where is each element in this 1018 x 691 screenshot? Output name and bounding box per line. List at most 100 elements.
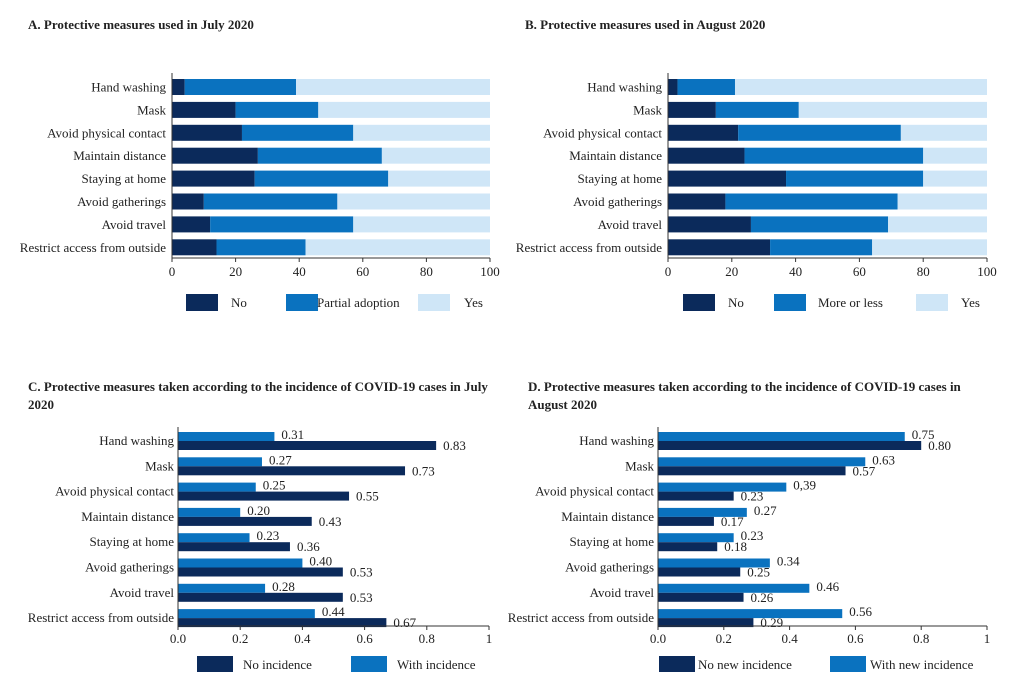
panel-b-bar-more-or-less-avoid-gatherings (725, 193, 898, 210)
panel-d-data-label-no-new-incidence-avoid-travel: 0.26 (751, 590, 774, 605)
panel-a-x-tick-label: 40 (293, 264, 306, 279)
panel-c-data-label-with-incidence-restrict-access-from-outside: 0.44 (322, 604, 345, 619)
panel-d-data-label-with-new-incidence-maintain-distance: 0.27 (754, 503, 777, 518)
panel-a-bar-yes-avoid-travel (353, 216, 490, 233)
panel-d-bar-no-new-incidence-restrict-access-from-outside (658, 618, 754, 628)
panel-d-bar-no-new-incidence-maintain-distance (658, 516, 714, 526)
panel-d-category-label-avoid-gatherings: Avoid gatherings (565, 560, 654, 575)
panel-a-bar-partial-adoption-mask (235, 101, 319, 118)
panel-b-bar-no-avoid-travel (668, 216, 751, 233)
panel-a-bar-no-avoid-travel (172, 216, 211, 233)
panel-b-x-tick-label: 20 (725, 264, 738, 279)
panel-d-bar-with-new-incidence-mask (658, 457, 866, 467)
panel-a-x-tick-label: 60 (356, 264, 369, 279)
panel-b-category-label-avoid-gatherings: Avoid gatherings (573, 194, 662, 209)
panel-c-data-label-with-incidence-avoid-physical-contact: 0.25 (263, 478, 286, 493)
panel-b-bar-yes-hand-washing (734, 79, 987, 95)
panel-b-category-label-avoid-travel: Avoid travel (598, 217, 663, 232)
panel-d-data-label-with-new-incidence-restrict-access-from-outside: 0.56 (849, 604, 872, 619)
panel-c-bar-no-incidence-restrict-access-from-outside (178, 618, 387, 628)
panel-a-bar-no-avoid-physical-contact (172, 124, 242, 141)
panel-c-legend-label-no-incidence: No incidence (243, 657, 312, 672)
panel-d-bar-with-new-incidence-hand-washing (658, 432, 905, 441)
panel-d-title: D. Protective measures taken according t… (528, 379, 961, 412)
panel-c-data-label-with-incidence-avoid-travel: 0.28 (272, 579, 295, 594)
panel-d-bar-no-new-incidence-avoid-travel (658, 592, 744, 602)
panel-d-category-label-hand-washing: Hand washing (579, 433, 654, 448)
panel-c-data-label-no-incidence-avoid-gatherings: 0.53 (350, 565, 373, 580)
panel-b-category-label-mask: Mask (633, 102, 662, 117)
panel-d-category-label-avoid-travel: Avoid travel (590, 585, 655, 600)
panel-d-category-label-mask: Mask (625, 458, 654, 473)
panel-a-bar-yes-avoid-physical-contact (353, 124, 490, 141)
panel-b-x-tick-label: 0 (665, 264, 672, 279)
panel-a-bar-partial-adoption-avoid-travel (210, 216, 354, 233)
panel-c-bar-with-incidence-avoid-travel (178, 583, 266, 593)
panel-b-bar-no-hand-washing (668, 79, 678, 95)
panel-c-category-label-staying-at-home: Staying at home (90, 534, 175, 549)
panel-c-bar-with-incidence-avoid-gatherings (178, 558, 303, 568)
panel-c-x-tick-label: 0.4 (294, 631, 311, 646)
panel-b-bar-yes-avoid-physical-contact (900, 124, 987, 141)
panel-c-category-label-mask: Mask (145, 458, 174, 473)
panel-a-x-tick-label: 20 (229, 264, 242, 279)
panel-c-x-tick-label: 1 (486, 631, 493, 646)
panel-d-bar-with-new-incidence-avoid-travel (658, 583, 810, 593)
panel-a-category-label-hand-washing: Hand washing (91, 80, 166, 95)
panel-c-bar-no-incidence-mask (178, 466, 406, 476)
panel-b-legend-swatch-more-or-less (774, 294, 806, 311)
panel-c-legend-swatch-no-incidence (197, 656, 233, 672)
panel-d-legend-swatch-with-new-incidence (830, 656, 866, 672)
panel-d-data-label-with-new-incidence-staying-at-home: 0.23 (741, 528, 764, 543)
panel-a-x-tick-label: 0 (169, 264, 176, 279)
panel-a-bar-yes-restrict-access-from-outside (305, 239, 490, 256)
panel-a-x-tick-label: 80 (420, 264, 433, 279)
panel-b-bar-yes-staying-at-home (923, 170, 987, 187)
panel-d-x-tick-label: 0.0 (650, 631, 666, 646)
panel-b-bar-yes-avoid-gatherings (897, 193, 987, 210)
panel-b-bar-no-restrict-access-from-outside (668, 239, 771, 256)
panel-c-category-label-maintain-distance: Maintain distance (81, 509, 174, 524)
panel-c-data-label-with-incidence-mask: 0.27 (269, 452, 292, 467)
panel-b-legend-label-more-or-less: More or less (818, 295, 883, 310)
panel-a-category-label-avoid-travel: Avoid travel (102, 217, 167, 232)
panel-c-category-label-avoid-physical-contact: Avoid physical contact (55, 484, 174, 499)
panel-c-category-label-avoid-travel: Avoid travel (110, 585, 175, 600)
panel-a-category-label-maintain-distance: Maintain distance (73, 148, 166, 163)
panel-a-legend-label-yes: Yes (464, 295, 483, 310)
panel-b-bar-more-or-less-maintain-distance (744, 147, 924, 164)
panel-c-data-label-no-incidence-avoid-physical-contact: 0.55 (356, 489, 379, 504)
panel-c-bar-no-incidence-hand-washing (178, 441, 437, 450)
panel-b-category-label-avoid-physical-contact: Avoid physical contact (543, 125, 662, 140)
panel-b-bar-no-avoid-physical-contact (668, 124, 739, 141)
panel-a-bar-partial-adoption-restrict-access-from-outside (216, 239, 306, 256)
panel-d-bar-no-new-incidence-mask (658, 466, 846, 476)
panel-a-bar-no-avoid-gatherings (172, 193, 204, 210)
panel-c-bar-with-incidence-restrict-access-from-outside (178, 609, 315, 619)
panel-a-bar-yes-maintain-distance (381, 147, 490, 164)
panel-a-bar-no-staying-at-home (172, 170, 255, 187)
panel-d-x-tick-label: 0.8 (913, 631, 929, 646)
panel-d-category-label-maintain-distance: Maintain distance (561, 509, 654, 524)
panel-a-bar-yes-avoid-gatherings (337, 193, 490, 210)
panel-c-data-label-no-incidence-mask: 0.73 (412, 463, 435, 478)
panel-a-x-tick-label: 100 (480, 264, 500, 279)
panel-a-category-label-mask: Mask (137, 102, 166, 117)
panel-a-legend-swatch-yes (418, 294, 450, 311)
panel-c-category-label-avoid-gatherings: Avoid gatherings (85, 560, 174, 575)
panel-b-bar-no-avoid-gatherings (668, 193, 726, 210)
panel-a-category-label-avoid-physical-contact: Avoid physical contact (47, 125, 166, 140)
panel-a-bar-yes-hand-washing (296, 79, 490, 95)
panel-c-data-label-with-incidence-staying-at-home: 0.23 (257, 528, 280, 543)
panel-c-category-label-restrict-access-from-outside: Restrict access from outside (28, 610, 174, 625)
panel-c-data-label-with-incidence-maintain-distance: 0.20 (247, 503, 270, 518)
panel-b-title: B. Protective measures used in August 20… (525, 17, 766, 32)
panel-d-legend-swatch-no-new-incidence (659, 656, 695, 672)
panel-a-bar-no-mask (172, 101, 236, 118)
panel-d-bar-no-new-incidence-avoid-gatherings (658, 567, 741, 577)
panel-b-bar-more-or-less-mask (715, 101, 799, 118)
panel-c-data-label-no-incidence-maintain-distance: 0.43 (319, 514, 342, 529)
panel-c-bar-no-incidence-avoid-gatherings (178, 567, 343, 577)
panel-a-category-label-restrict-access-from-outside: Restrict access from outside (20, 240, 166, 255)
panel-c-bar-with-incidence-avoid-physical-contact (178, 482, 256, 492)
